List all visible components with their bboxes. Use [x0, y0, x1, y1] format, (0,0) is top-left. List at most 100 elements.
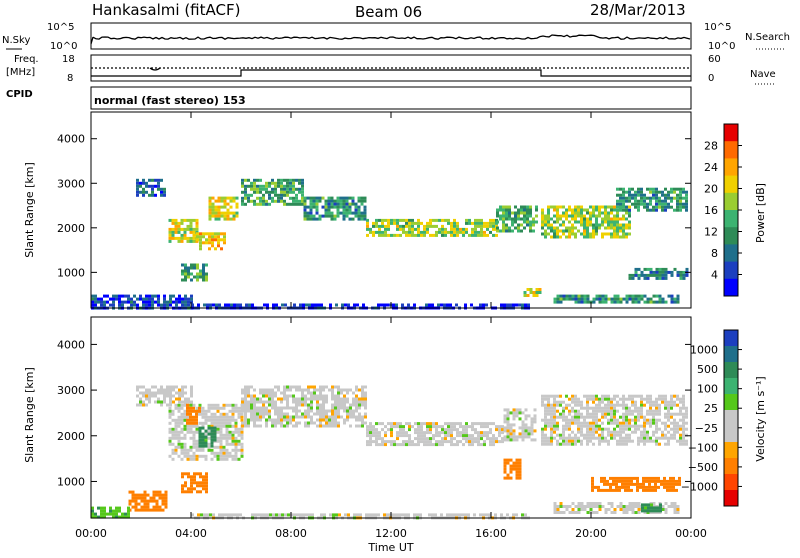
data-cell [574, 433, 577, 437]
data-cell [601, 223, 604, 227]
data-cell [601, 220, 604, 224]
data-cell [583, 508, 587, 511]
data-cell [268, 196, 271, 200]
data-cell [186, 421, 189, 425]
data-cell [533, 408, 537, 412]
data-cell [322, 385, 325, 389]
data-cell [492, 224, 495, 228]
data-cell [592, 421, 595, 425]
data-cell [292, 181, 295, 185]
data-cell [462, 443, 465, 447]
data-cell [356, 513, 359, 517]
data-cell [217, 205, 221, 209]
data-cell [556, 300, 560, 304]
data-cell [666, 482, 669, 486]
data-cell [610, 433, 613, 437]
data-cell [435, 233, 438, 237]
data-cell [610, 400, 613, 404]
data-cell [349, 406, 352, 410]
data-cell [157, 388, 160, 392]
data-cell [190, 385, 193, 389]
data-cell [199, 272, 202, 276]
data-cell [499, 205, 502, 209]
data-cell [192, 424, 196, 428]
data-cell [637, 409, 640, 413]
data-cell [646, 418, 649, 422]
data-cell [630, 476, 633, 480]
data-cell [250, 406, 253, 410]
data-cell [234, 427, 238, 431]
data-cell [598, 400, 601, 404]
data-cell [642, 476, 645, 480]
data-cell [220, 211, 224, 215]
data-cell [345, 211, 349, 215]
data-cell [651, 476, 654, 480]
data-cell [643, 430, 646, 434]
data-cell [399, 218, 402, 222]
data-cell [100, 509, 103, 513]
data-cell [583, 424, 586, 428]
data-cell [568, 436, 571, 440]
data-cell [506, 458, 510, 462]
data-cell [622, 505, 626, 508]
data-cell [313, 394, 316, 398]
data-cell [364, 385, 367, 389]
data-cell [607, 397, 610, 401]
data-cell [330, 211, 334, 215]
data-cell [613, 403, 616, 407]
data-cell [432, 443, 435, 447]
data-cell [613, 511, 617, 514]
data-cell [559, 217, 562, 221]
data-cell [530, 420, 534, 424]
data-cell [640, 439, 643, 443]
data-cell [604, 300, 608, 304]
data-cell [666, 488, 669, 492]
data-cell [444, 437, 447, 441]
data-cell [565, 294, 569, 298]
data-cell [659, 503, 662, 507]
data-cell [241, 421, 244, 425]
data-cell [461, 513, 464, 517]
data-cell [512, 438, 516, 442]
data-cell [574, 226, 577, 230]
data-cell [219, 421, 223, 425]
data-cell [352, 397, 355, 401]
data-cell [160, 403, 163, 407]
data-cell [174, 418, 178, 422]
data-cell [171, 412, 175, 416]
data-cell [655, 205, 658, 209]
data-cell [670, 397, 673, 401]
data-cell [664, 508, 668, 511]
data-cell [413, 513, 416, 517]
data-cell [420, 437, 423, 441]
data-cell [216, 430, 220, 434]
data-cell [426, 425, 429, 429]
data-cell [450, 221, 453, 225]
data-cell [226, 196, 230, 200]
data-cell [556, 511, 560, 514]
data-cell [145, 300, 148, 304]
data-cell [547, 211, 550, 215]
data-cell [292, 202, 295, 206]
data-cell [589, 406, 592, 410]
data-cell [309, 208, 313, 212]
data-cell [598, 205, 601, 209]
data-cell [145, 184, 148, 188]
data-cell [396, 224, 399, 228]
data-cell [223, 199, 227, 203]
data-cell [435, 425, 438, 429]
data-cell [262, 415, 265, 419]
data-cell [280, 190, 283, 194]
data-cell [589, 211, 592, 215]
data-cell [622, 205, 625, 209]
data-cell [283, 397, 286, 401]
data-cell [523, 291, 527, 294]
data-cell [526, 217, 529, 221]
data-cell [302, 513, 305, 517]
data-cell [604, 511, 608, 514]
data-cell [168, 442, 172, 446]
data-cell [628, 412, 631, 416]
data-cell [148, 297, 151, 301]
data-cell [628, 418, 631, 422]
data-cell [529, 223, 532, 227]
